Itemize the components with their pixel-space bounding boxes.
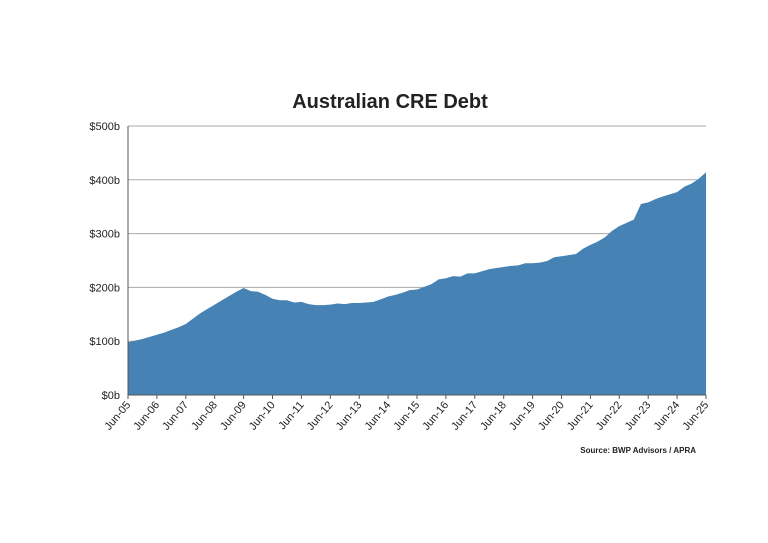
source-note: Source: BWP Advisors / APRA [580, 446, 696, 455]
x-tick-label: Jun-12 [305, 399, 336, 432]
x-tick-label: Jun-06 [131, 399, 162, 432]
y-tick-label: $200b [89, 282, 120, 294]
x-tick-label: Jun-15 [391, 399, 422, 432]
x-tick-label: Jun-09 [218, 399, 249, 432]
x-tick-label: Jun-22 [594, 399, 625, 432]
x-tick-label: Jun-08 [189, 399, 220, 432]
x-tick-label: Jun-07 [160, 399, 191, 432]
x-tick-label: Jun-21 [565, 399, 596, 432]
x-tick-label: Jun-14 [363, 399, 394, 432]
y-tick-label: $500b [89, 121, 120, 133]
x-tick-label: Jun-18 [478, 399, 509, 432]
x-tick-label: Jun-11 [276, 399, 306, 432]
x-tick-label: Jun-05 [102, 399, 133, 432]
y-tick-label: $100b [89, 336, 120, 348]
y-tick-label: $0b [102, 390, 120, 402]
chart-title: Australian CRE Debt [292, 91, 488, 113]
area [128, 172, 706, 395]
x-tick-label: Jun-16 [420, 399, 451, 432]
x-tick-label: Jun-10 [247, 399, 278, 432]
x-tick-label: Jun-25 [680, 399, 711, 432]
x-tick-label: Jun-13 [334, 399, 365, 432]
x-tick-label: Jun-19 [507, 399, 538, 432]
x-tick-label: Jun-23 [623, 399, 654, 432]
y-tick-label: $400b [89, 175, 120, 187]
x-tick-label: Jun-20 [536, 399, 567, 432]
y-tick-label: $300b [89, 229, 120, 241]
x-tick-label: Jun-17 [449, 399, 480, 432]
x-tick-label: Jun-24 [652, 399, 683, 432]
